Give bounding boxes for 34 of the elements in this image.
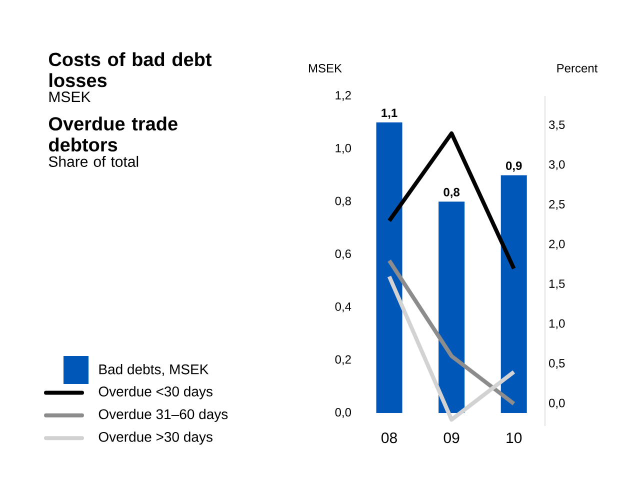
text: Costs of bad debt losses: [48, 52, 212, 88]
y2-tick-label: 3,0: [548, 160, 565, 170]
y-tick-label: 0,6: [335, 250, 351, 260]
legend-label: Overdue <30 days: [98, 386, 212, 400]
data-label: 0,8: [444, 188, 460, 198]
y2-tick-label: 1,0: [549, 319, 565, 330]
y-tick-label: 0,4: [335, 302, 352, 312]
legend-label: Bad debts, MSEK: [99, 364, 209, 376]
y2-tick-label: 2,5: [549, 200, 565, 210]
y-tick-label: 0,0: [335, 408, 352, 418]
y2-tick-label: 2,0: [549, 240, 565, 250]
y-tick-label: 0,8: [335, 196, 351, 207]
data-label: 1,1: [382, 108, 398, 119]
x-tick-label: 08: [382, 432, 397, 444]
x-tick-label: 10: [506, 432, 522, 444]
y-tick-label: 0,2: [335, 355, 351, 366]
y-axis-title: MSEK: [308, 64, 342, 72]
y2-axis-title: Percent: [557, 64, 598, 72]
y2-tick-label: 0,0: [549, 398, 565, 409]
bar: [376, 122, 402, 414]
text: Overdue trade debtors: [48, 116, 178, 152]
legend-label: Overdue >30 days: [98, 432, 212, 445]
y2-tick-label: 3,5: [548, 120, 565, 130]
data-label: 0,9: [506, 161, 522, 172]
legend-label: Overdue 31–60 days: [98, 408, 228, 422]
y-tick-label: 1,0: [336, 144, 352, 154]
x-tick-label: 09: [444, 432, 460, 444]
y2-tick-label: 0,5: [549, 359, 565, 369]
text: Share of total: [48, 156, 138, 167]
bar: [500, 175, 527, 414]
y2-tick-label: 1,5: [549, 280, 565, 290]
text: MSEK: [49, 92, 91, 102]
y-tick-label: 1,2: [336, 91, 351, 101]
bar: [438, 202, 465, 414]
